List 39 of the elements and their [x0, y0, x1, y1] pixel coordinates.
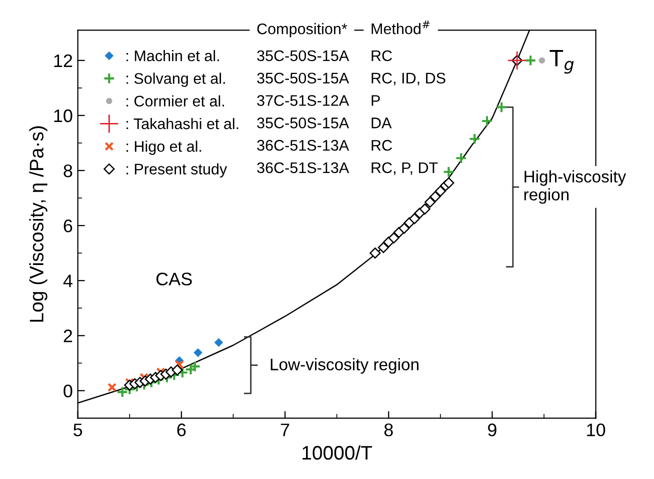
- annotation: 36C-51S-13A: [257, 140, 350, 151]
- annotation: P: [372, 95, 380, 106]
- y-tick-label: 6: [64, 219, 72, 232]
- annotation: Composition*: [257, 23, 348, 38]
- x-tick-label: 6: [177, 424, 186, 436]
- x-tick-label: 7: [280, 424, 290, 436]
- y-tick-label: 4: [63, 274, 72, 288]
- legend-label: : Present study: [126, 163, 228, 178]
- annotation: DA: [372, 118, 392, 128]
- annotation: RC, ID, DS: [372, 72, 446, 86]
- y-tick-label: 2: [64, 330, 72, 342]
- annotation: High-viscosity region: [524, 170, 626, 204]
- annotation: 36C-51S-13A: [257, 162, 350, 174]
- annotation: 37C-51S-12A: [257, 95, 350, 106]
- annotation: Method$^{#}$: [372, 20, 430, 34]
- x-tick-label: 8: [384, 424, 393, 436]
- annotation: 35C-50S-15A: [257, 72, 350, 84]
- annotation: RC, P, DT: [372, 162, 438, 175]
- legend-label: : Takahashi et al.: [126, 118, 238, 130]
- y-tick-label: 12: [54, 54, 72, 67]
- x-tick-label: 10: [587, 424, 606, 436]
- annotation: 35C-50S-15A: [257, 118, 350, 128]
- y-tick-label: 8: [64, 164, 72, 178]
- x-axis-title: 10000/T: [302, 445, 372, 460]
- annotation: CAS: [156, 272, 192, 286]
- annotation: T$_{g}$: [550, 50, 574, 74]
- annotation: 35C-50S-15A: [257, 50, 350, 62]
- legend-label: : Solvang et al.: [126, 72, 225, 87]
- legend-label: : Machin et al.: [126, 50, 219, 62]
- annotation: RC: [372, 140, 392, 151]
- y-tick-label: 0: [64, 384, 72, 398]
- annotation: RC: [372, 50, 392, 62]
- legend-label: : Higo et al.: [126, 140, 202, 155]
- x-tick-label: 9: [488, 424, 496, 436]
- legend-label: : Cormier et al.: [126, 95, 224, 107]
- y-axis-title: Log (Viscosity, η /Pa·s): [29, 126, 48, 322]
- y-tick-label: 10: [54, 109, 72, 122]
- annotation: Low-viscosity region: [270, 358, 418, 374]
- x-tick-label: 5: [74, 424, 82, 436]
